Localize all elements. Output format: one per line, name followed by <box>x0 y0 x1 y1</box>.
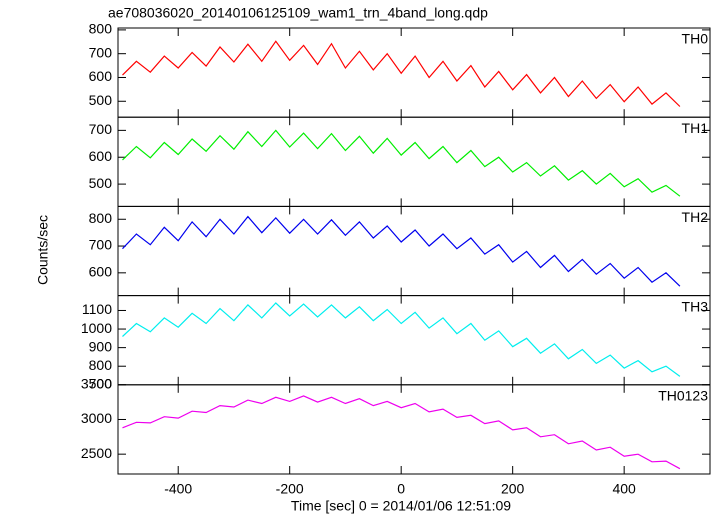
data-line <box>122 395 681 470</box>
data-line <box>122 40 681 107</box>
y-tick-label: 2500 <box>81 445 112 461</box>
y-tick-label: 600 <box>89 148 113 164</box>
y-tick-label: 700 <box>89 237 113 253</box>
y-tick-label: 3500 <box>81 376 112 392</box>
panel-frame <box>117 384 711 475</box>
y-tick-label: 700 <box>89 376 113 392</box>
x-tick-label: 400 <box>612 481 636 497</box>
y-tick-label: 500 <box>89 92 113 108</box>
panel-label: TH0 <box>682 31 709 47</box>
data-line <box>122 215 681 287</box>
x-axis-label: Time [sec] 0 = 2014/01/06 12:51:09 <box>291 498 511 514</box>
panel-label: TH3 <box>682 298 709 314</box>
y-tick-label: 1000 <box>81 320 112 336</box>
y-tick-label: 700 <box>89 44 113 60</box>
y-tick-label: 800 <box>89 21 113 37</box>
panel-frame <box>117 205 711 297</box>
data-line <box>122 129 681 197</box>
panel-frame <box>117 27 711 118</box>
y-tick-label: 800 <box>89 210 113 226</box>
panel-label: TH1 <box>682 120 709 136</box>
y-tick-label: 700 <box>89 121 113 137</box>
panel-label: TH0123 <box>658 388 708 404</box>
y-tick-label: 600 <box>89 68 113 84</box>
x-tick-label: -200 <box>276 481 304 497</box>
y-tick-label: 3000 <box>81 410 112 426</box>
y-tick-label: 500 <box>89 175 113 191</box>
y-tick-label: 600 <box>89 264 113 280</box>
x-tick-label: -400 <box>164 481 192 497</box>
panel-frame <box>117 116 711 207</box>
chart-title: ae708036020_20140106125109_wam1_trn_4ban… <box>108 5 488 21</box>
y-tick-label: 900 <box>89 338 113 354</box>
x-tick-label: 0 <box>397 481 405 497</box>
y-axis-label: Counts/sec <box>35 215 51 285</box>
data-line <box>122 302 681 377</box>
y-tick-label: 1100 <box>82 301 112 317</box>
panel-label: TH2 <box>682 209 709 225</box>
y-tick-label: 800 <box>89 357 113 373</box>
x-tick-label: 200 <box>501 481 525 497</box>
panel-frame <box>117 295 711 386</box>
